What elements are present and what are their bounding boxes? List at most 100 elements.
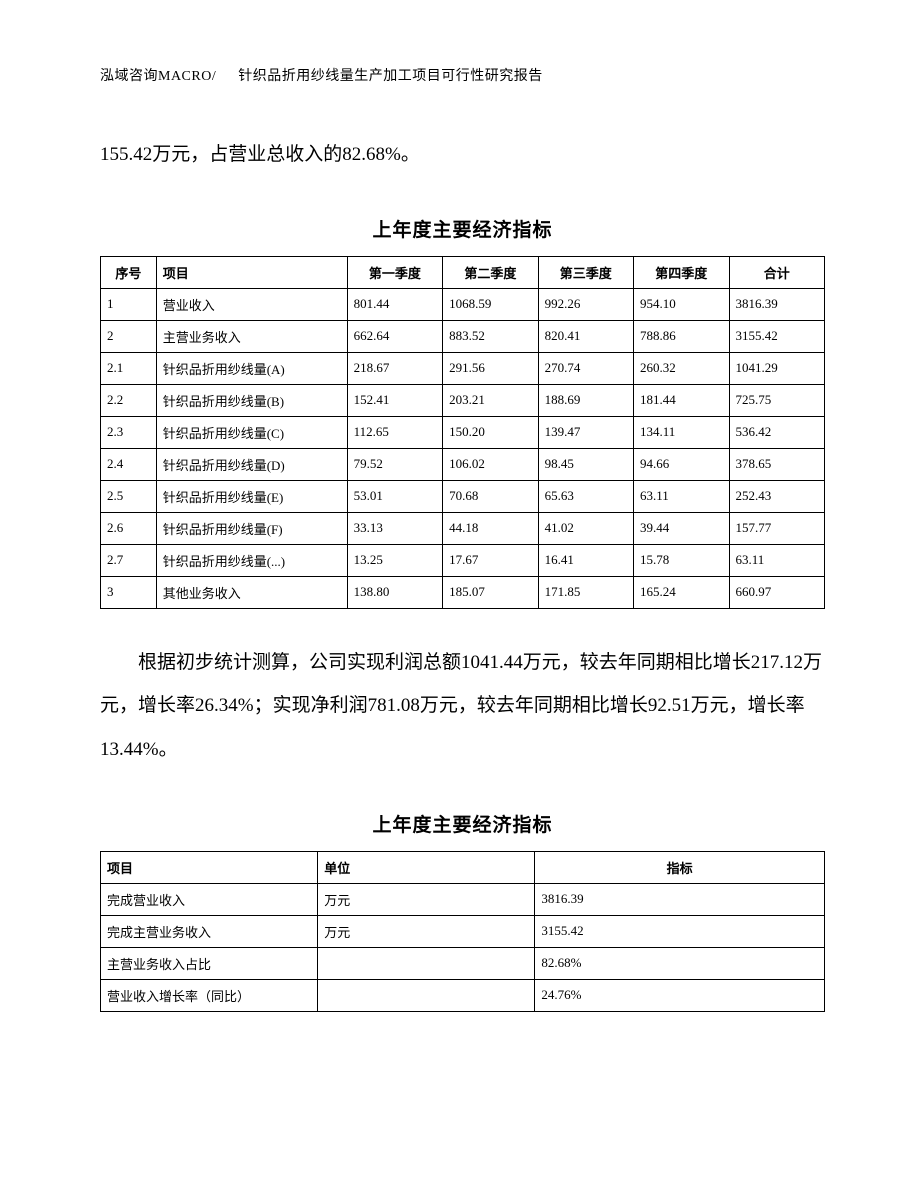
- table-cell: 2.7: [101, 544, 157, 576]
- table-cell: 针织品折用纱线量(...): [156, 544, 347, 576]
- table2-header-row: 项目 单位 指标: [101, 851, 825, 883]
- table-cell: 2.6: [101, 512, 157, 544]
- header-company: 泓域咨询MACRO/: [100, 69, 216, 84]
- table-cell: 883.52: [443, 320, 538, 352]
- table2-header-unit: 单位: [318, 851, 535, 883]
- table-cell: 2.2: [101, 384, 157, 416]
- table-cell: 39.44: [634, 512, 729, 544]
- table-cell: 252.43: [729, 480, 825, 512]
- table-cell: 820.41: [538, 320, 633, 352]
- table-cell: 185.07: [443, 576, 538, 608]
- table2-header-item: 项目: [101, 851, 318, 883]
- table-row: 完成主营业务收入万元3155.42: [101, 915, 825, 947]
- economic-indicators-table-2: 项目 单位 指标 完成营业收入万元3816.39完成主营业务收入万元3155.4…: [100, 851, 825, 1012]
- table-row: 2.4针织品折用纱线量(D)79.52106.0298.4594.66378.6…: [101, 448, 825, 480]
- table2-title: 上年度主要经济指标: [100, 810, 825, 837]
- table-cell: 536.42: [729, 416, 825, 448]
- table-cell: 138.80: [347, 576, 442, 608]
- table-cell: 2.3: [101, 416, 157, 448]
- table-cell: 150.20: [443, 416, 538, 448]
- table-cell: 134.11: [634, 416, 729, 448]
- table-cell: 1041.29: [729, 352, 825, 384]
- table-cell: 44.18: [443, 512, 538, 544]
- table-cell: 660.97: [729, 576, 825, 608]
- table-cell: 2.5: [101, 480, 157, 512]
- table-cell: 725.75: [729, 384, 825, 416]
- table-row: 2.6针织品折用纱线量(F)33.1344.1841.0239.44157.77: [101, 512, 825, 544]
- table-row: 2主营业务收入662.64883.52820.41788.863155.42: [101, 320, 825, 352]
- table-cell: 24.76%: [535, 979, 825, 1011]
- table-cell: 针织品折用纱线量(A): [156, 352, 347, 384]
- table-row: 完成营业收入万元3816.39: [101, 883, 825, 915]
- table1-header-row: 序号 项目 第一季度 第二季度 第三季度 第四季度 合计: [101, 256, 825, 288]
- table-cell: 2.4: [101, 448, 157, 480]
- table-row: 主营业务收入占比82.68%: [101, 947, 825, 979]
- table-cell: 2: [101, 320, 157, 352]
- table1-body: 1营业收入801.441068.59992.26954.103816.392主营…: [101, 288, 825, 608]
- table-cell: 针织品折用纱线量(D): [156, 448, 347, 480]
- table-cell: 171.85: [538, 576, 633, 608]
- table1-header-q1: 第一季度: [347, 256, 442, 288]
- table-cell: 165.24: [634, 576, 729, 608]
- table-cell: 378.65: [729, 448, 825, 480]
- table2-body: 完成营业收入万元3816.39完成主营业务收入万元3155.42主营业务收入占比…: [101, 883, 825, 1011]
- table-cell: 139.47: [538, 416, 633, 448]
- table-row: 2.5针织品折用纱线量(E)53.0170.6865.6363.11252.43: [101, 480, 825, 512]
- table-cell: 33.13: [347, 512, 442, 544]
- paragraph-1: 155.42万元，占营业总收入的82.68%。: [100, 133, 825, 177]
- table-cell: 203.21: [443, 384, 538, 416]
- table-cell: 260.32: [634, 352, 729, 384]
- table1-header-q2: 第二季度: [443, 256, 538, 288]
- table-cell: 788.86: [634, 320, 729, 352]
- table-cell: [318, 947, 535, 979]
- table1-header-item: 项目: [156, 256, 347, 288]
- page-header: 泓域咨询MACRO/ 针织品折用纱线量生产加工项目可行性研究报告: [100, 65, 825, 85]
- table-cell: 3816.39: [729, 288, 825, 320]
- table-cell: 94.66: [634, 448, 729, 480]
- table-cell: 万元: [318, 915, 535, 947]
- table-cell: 152.41: [347, 384, 442, 416]
- table-row: 2.1针织品折用纱线量(A)218.67291.56270.74260.3210…: [101, 352, 825, 384]
- table-cell: 63.11: [634, 480, 729, 512]
- table-cell: 63.11: [729, 544, 825, 576]
- table1-header-seq: 序号: [101, 256, 157, 288]
- table-cell: 188.69: [538, 384, 633, 416]
- table-cell: 完成主营业务收入: [101, 915, 318, 947]
- table-row: 营业收入增长率（同比）24.76%: [101, 979, 825, 1011]
- economic-indicators-table-1: 序号 项目 第一季度 第二季度 第三季度 第四季度 合计 1营业收入801.44…: [100, 256, 825, 609]
- table-cell: 79.52: [347, 448, 442, 480]
- table-cell: 16.41: [538, 544, 633, 576]
- table2-header-indicator: 指标: [535, 851, 825, 883]
- header-title: 针织品折用纱线量生产加工项目可行性研究报告: [238, 69, 543, 84]
- table-cell: 3: [101, 576, 157, 608]
- table-cell: 70.68: [443, 480, 538, 512]
- table-cell: [318, 979, 535, 1011]
- table1-title: 上年度主要经济指标: [100, 215, 825, 242]
- table1-header-total: 合计: [729, 256, 825, 288]
- table-cell: 针织品折用纱线量(B): [156, 384, 347, 416]
- table1-header-q3: 第三季度: [538, 256, 633, 288]
- table-row: 2.7针织品折用纱线量(...)13.2517.6716.4115.7863.1…: [101, 544, 825, 576]
- table-cell: 65.63: [538, 480, 633, 512]
- table-row: 2.3针织品折用纱线量(C)112.65150.20139.47134.1153…: [101, 416, 825, 448]
- table-cell: 270.74: [538, 352, 633, 384]
- table-row: 3其他业务收入138.80185.07171.85165.24660.97: [101, 576, 825, 608]
- table-cell: 2.1: [101, 352, 157, 384]
- table-cell: 218.67: [347, 352, 442, 384]
- table-cell: 1068.59: [443, 288, 538, 320]
- table-cell: 营业收入: [156, 288, 347, 320]
- table-cell: 1: [101, 288, 157, 320]
- table-cell: 完成营业收入: [101, 883, 318, 915]
- table-cell: 17.67: [443, 544, 538, 576]
- table-cell: 13.25: [347, 544, 442, 576]
- table-row: 2.2针织品折用纱线量(B)152.41203.21188.69181.4472…: [101, 384, 825, 416]
- table-cell: 291.56: [443, 352, 538, 384]
- table-cell: 针织品折用纱线量(E): [156, 480, 347, 512]
- table-cell: 53.01: [347, 480, 442, 512]
- table-cell: 万元: [318, 883, 535, 915]
- table-cell: 662.64: [347, 320, 442, 352]
- table-cell: 3155.42: [535, 915, 825, 947]
- table-cell: 主营业务收入占比: [101, 947, 318, 979]
- table-cell: 98.45: [538, 448, 633, 480]
- paragraph-2: 根据初步统计测算，公司实现利润总额1041.44万元，较去年同期相比增长217.…: [100, 641, 825, 772]
